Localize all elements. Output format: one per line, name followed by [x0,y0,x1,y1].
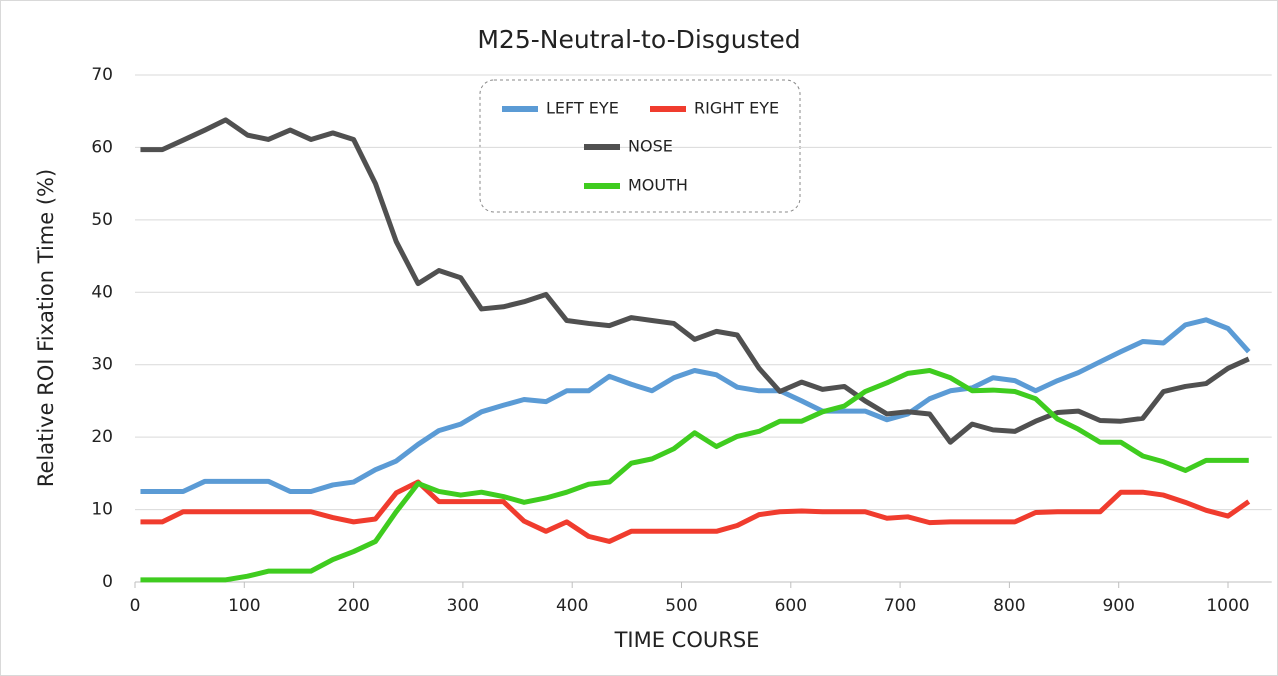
x-tick-label: 1000 [1206,596,1249,616]
y-axis-label: Relative ROI Fixation Time (%) [34,169,58,487]
x-tick-label: 600 [775,596,807,616]
x-tick-label: 400 [556,596,588,616]
x-tick-label: 800 [993,596,1025,616]
x-tick-label: 0 [130,596,141,616]
x-tick-label: 700 [884,596,916,616]
x-axis-label: TIME COURSE [614,628,760,652]
y-tick-label: 40 [91,282,113,302]
x-tick-label: 300 [447,596,479,616]
y-tick-label: 60 [91,137,113,157]
line-series [140,479,1251,544]
y-tick-label: 0 [102,572,113,592]
y-tick-label: 30 [91,355,113,375]
legend-label: RIGHT EYE [694,99,779,118]
chart-title: M25-Neutral-to-Disgusted [477,25,800,54]
legend-box [479,79,801,213]
line-series [140,317,1251,494]
x-tick-label: 100 [228,596,260,616]
x-tick-label: 900 [1102,596,1134,616]
y-tick-label: 70 [91,65,113,85]
legend-label: MOUTH [628,176,688,195]
y-tick-label: 20 [91,427,113,447]
legend-label: NOSE [628,137,673,156]
y-tick-label: 50 [91,210,113,230]
legend-label: LEFT EYE [546,99,619,118]
x-tick-label: 200 [337,596,369,616]
line-series [140,368,1249,583]
y-tick-label: 10 [91,500,113,520]
line-series [140,117,1250,445]
x-tick-label: 500 [665,596,697,616]
